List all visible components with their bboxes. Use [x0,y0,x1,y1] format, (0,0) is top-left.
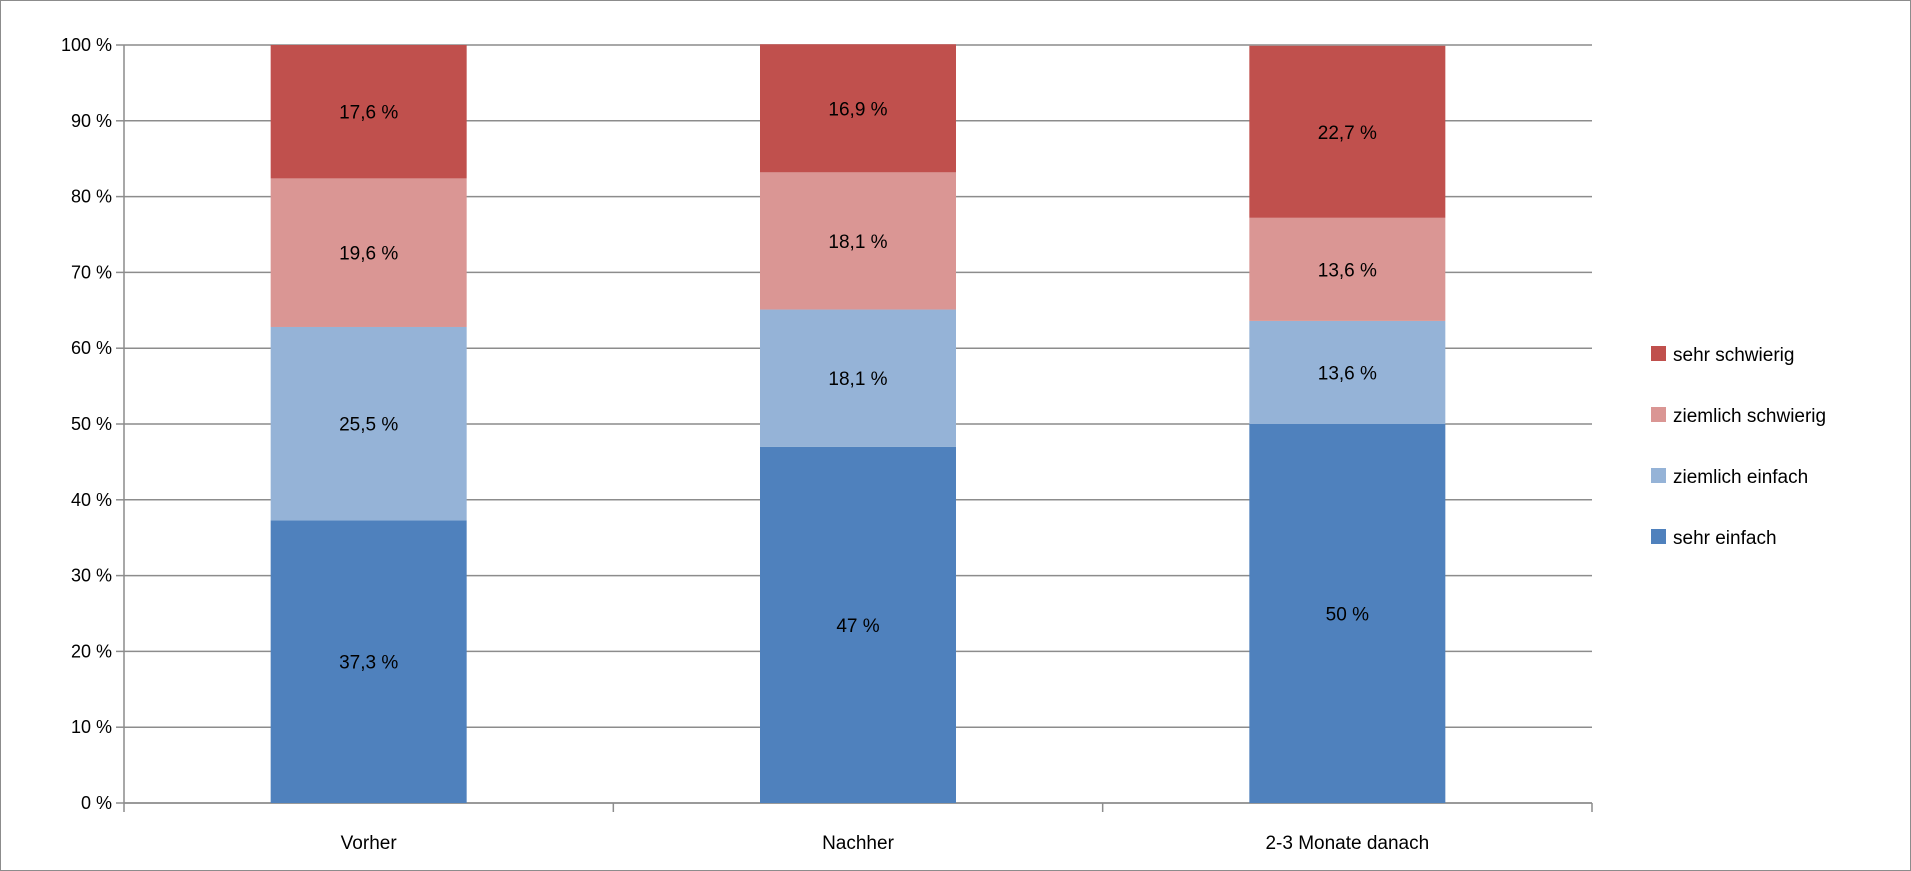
bar-segment [1249,320,1446,424]
data-label: 16,9 % [828,99,887,120]
y-tick-label: 90 % [71,111,112,131]
bar-segment [760,44,956,173]
data-label: 18,1 % [828,369,887,390]
legend-swatch [1651,468,1666,483]
bar-segment [1249,217,1446,321]
bar-segment [270,45,467,179]
data-label: 47 % [836,616,879,637]
bar-segment [760,446,956,803]
data-label: 18,1 % [828,232,887,253]
bar-segment [270,520,467,803]
y-tick-label: 40 % [71,490,112,510]
y-tick-label: 50 % [71,414,112,434]
bar-segment [760,172,956,310]
bar-segment [270,178,467,327]
bar-segment [760,309,956,447]
x-tick-label: 2-3 Monate danach [1265,833,1429,854]
data-label: 22,7 % [1318,123,1377,144]
bar-segment [270,326,467,521]
legend-label: sehr einfach [1673,528,1777,549]
y-tick-label: 100 % [61,35,112,55]
legend-label: ziemlich einfach [1673,467,1808,488]
x-tick-label: Vorher [341,833,398,854]
data-label: 17,6 % [339,103,398,124]
y-tick-label: 20 % [71,641,112,661]
data-label: 13,6 % [1318,260,1377,281]
x-tick-label: Nachher [822,833,894,854]
data-label: 37,3 % [339,653,398,674]
y-tick-label: 60 % [71,338,112,358]
data-label: 50 % [1326,605,1369,626]
y-tick-label: 30 % [71,566,112,586]
legend-swatch [1651,407,1666,422]
data-label: 19,6 % [339,244,398,265]
bar-segment [1249,45,1446,218]
legend-swatch [1651,346,1666,361]
legend-label: sehr schwierig [1673,345,1794,366]
bar-segment [1249,424,1446,803]
y-tick-label: 70 % [71,262,112,282]
y-tick-label: 10 % [71,717,112,737]
legend-label: ziemlich schwierig [1673,406,1826,427]
legend-swatch [1651,529,1666,544]
y-tick-label: 80 % [71,187,112,207]
data-label: 25,5 % [339,415,398,436]
y-tick-label: 0 % [81,793,112,813]
data-label: 13,6 % [1318,363,1377,384]
